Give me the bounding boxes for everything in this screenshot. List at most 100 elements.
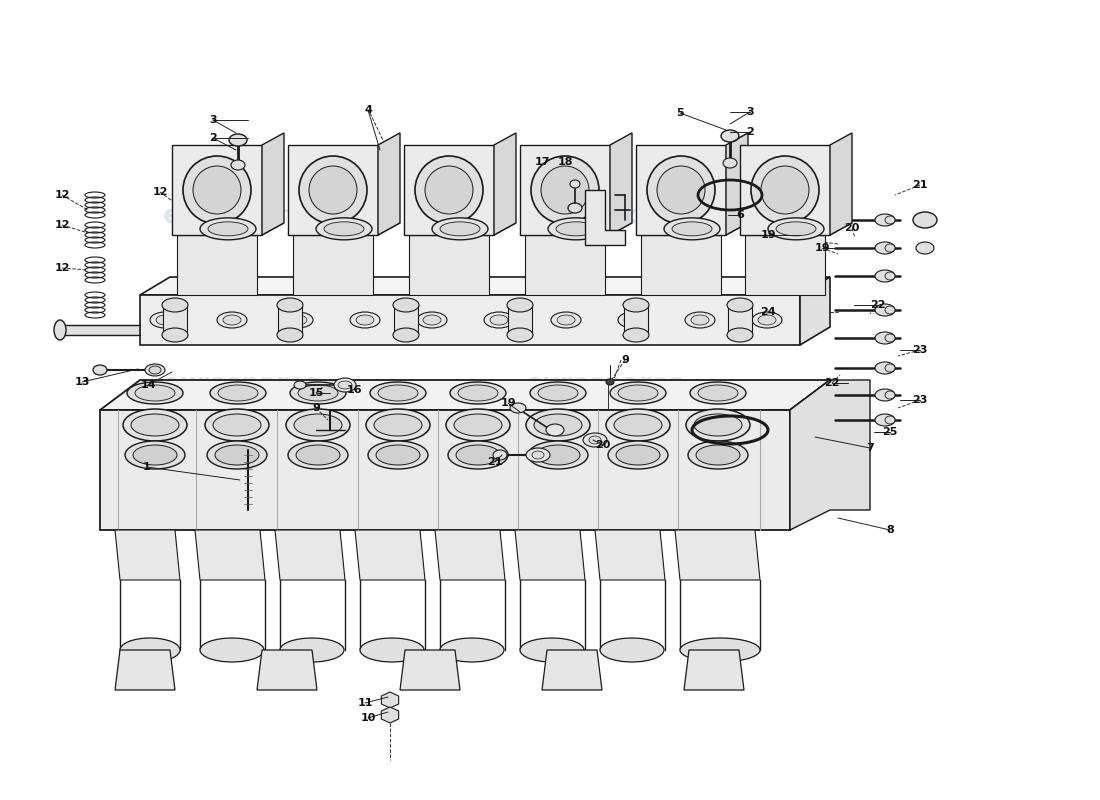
Ellipse shape: [289, 315, 307, 325]
Polygon shape: [684, 650, 744, 690]
Ellipse shape: [886, 216, 895, 224]
Ellipse shape: [608, 441, 668, 469]
Polygon shape: [520, 145, 610, 235]
Ellipse shape: [680, 638, 760, 662]
Ellipse shape: [657, 166, 705, 214]
Ellipse shape: [338, 381, 352, 389]
Text: 19: 19: [760, 230, 775, 240]
Ellipse shape: [131, 414, 179, 436]
Ellipse shape: [393, 328, 419, 342]
Polygon shape: [195, 530, 265, 580]
Text: 20: 20: [845, 223, 860, 233]
Text: 9: 9: [621, 355, 629, 365]
Text: 25: 25: [882, 427, 898, 437]
Text: 13: 13: [75, 377, 90, 387]
Ellipse shape: [229, 134, 248, 146]
Polygon shape: [400, 650, 460, 690]
Text: 7: 7: [866, 443, 873, 453]
Ellipse shape: [886, 334, 895, 342]
Ellipse shape: [532, 451, 544, 459]
Ellipse shape: [490, 315, 508, 325]
Polygon shape: [404, 145, 494, 235]
Ellipse shape: [916, 242, 934, 254]
Text: 10: 10: [361, 713, 376, 723]
Ellipse shape: [162, 298, 188, 312]
Ellipse shape: [886, 306, 895, 314]
Polygon shape: [675, 530, 760, 580]
Text: 17: 17: [535, 157, 550, 167]
Ellipse shape: [874, 389, 895, 401]
Ellipse shape: [126, 382, 183, 404]
Polygon shape: [163, 305, 187, 335]
Ellipse shape: [417, 312, 447, 328]
Ellipse shape: [647, 156, 715, 224]
Ellipse shape: [526, 409, 590, 441]
Ellipse shape: [298, 385, 338, 401]
Ellipse shape: [231, 160, 245, 170]
Ellipse shape: [538, 385, 578, 401]
Ellipse shape: [690, 382, 746, 404]
Polygon shape: [624, 305, 648, 335]
Polygon shape: [595, 530, 666, 580]
Polygon shape: [293, 235, 373, 295]
Ellipse shape: [685, 312, 715, 328]
Text: 24: 24: [760, 307, 775, 317]
Text: 20: 20: [595, 440, 610, 450]
Polygon shape: [726, 133, 748, 235]
Ellipse shape: [376, 445, 420, 465]
Ellipse shape: [200, 218, 256, 240]
Ellipse shape: [761, 166, 808, 214]
Polygon shape: [525, 235, 605, 295]
Text: 12: 12: [54, 190, 69, 200]
Polygon shape: [404, 223, 516, 235]
Ellipse shape: [874, 270, 895, 282]
Text: 21: 21: [487, 457, 503, 467]
Ellipse shape: [309, 166, 358, 214]
Ellipse shape: [720, 130, 739, 142]
Text: 15: 15: [308, 388, 323, 398]
Ellipse shape: [360, 638, 424, 662]
Text: 12: 12: [152, 187, 167, 197]
Ellipse shape: [874, 242, 895, 254]
Text: 23: 23: [912, 395, 927, 405]
Ellipse shape: [886, 391, 895, 399]
Ellipse shape: [606, 379, 614, 385]
Ellipse shape: [623, 328, 649, 342]
Ellipse shape: [294, 381, 306, 389]
Polygon shape: [515, 530, 585, 580]
Ellipse shape: [207, 441, 267, 469]
Ellipse shape: [531, 156, 600, 224]
Ellipse shape: [54, 320, 66, 340]
Ellipse shape: [556, 222, 596, 236]
Ellipse shape: [616, 445, 660, 465]
Ellipse shape: [366, 409, 430, 441]
Ellipse shape: [886, 244, 895, 252]
Polygon shape: [140, 295, 800, 345]
Polygon shape: [394, 305, 418, 335]
Polygon shape: [172, 223, 284, 235]
Ellipse shape: [415, 156, 483, 224]
Ellipse shape: [698, 385, 738, 401]
Ellipse shape: [162, 328, 188, 342]
Polygon shape: [100, 380, 831, 410]
Text: 11: 11: [358, 698, 373, 708]
Text: 3: 3: [746, 107, 754, 117]
Text: 19: 19: [814, 243, 829, 253]
Polygon shape: [140, 277, 830, 295]
Text: 2: 2: [746, 127, 754, 137]
Ellipse shape: [200, 638, 264, 662]
Ellipse shape: [727, 298, 754, 312]
Ellipse shape: [691, 315, 710, 325]
Ellipse shape: [296, 445, 340, 465]
Ellipse shape: [541, 166, 589, 214]
Polygon shape: [830, 133, 852, 235]
Ellipse shape: [610, 382, 665, 404]
Ellipse shape: [536, 445, 580, 465]
Ellipse shape: [294, 414, 342, 436]
Text: 12: 12: [54, 263, 69, 273]
Ellipse shape: [125, 441, 185, 469]
Ellipse shape: [208, 222, 248, 236]
Text: 22: 22: [870, 300, 886, 310]
Ellipse shape: [507, 328, 534, 342]
Polygon shape: [409, 235, 490, 295]
